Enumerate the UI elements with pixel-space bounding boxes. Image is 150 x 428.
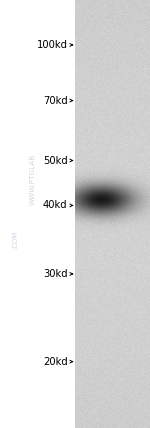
- Text: 20kd: 20kd: [43, 357, 68, 367]
- Text: WWW.PTGLAB: WWW.PTGLAB: [30, 154, 36, 205]
- Text: 100kd: 100kd: [36, 40, 68, 50]
- Text: .COM: .COM: [12, 231, 18, 249]
- Text: 40kd: 40kd: [43, 200, 68, 211]
- Text: 30kd: 30kd: [43, 269, 68, 279]
- Text: 50kd: 50kd: [43, 155, 68, 166]
- Bar: [0, 0, 75, 428]
- Text: 70kd: 70kd: [43, 95, 68, 106]
